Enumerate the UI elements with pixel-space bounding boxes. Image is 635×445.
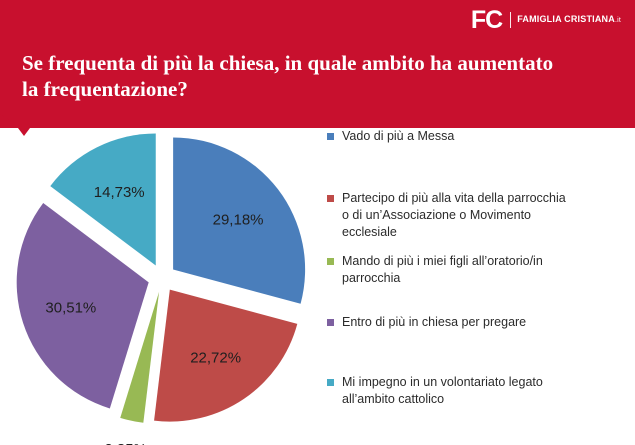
- legend-label-2: Partecipo di più alla vita della parrocc…: [342, 190, 617, 241]
- legend-swatch-2: [327, 195, 334, 202]
- logo-name-text: FAMIGLIA CRISTIANA: [517, 14, 615, 24]
- legend-label-line: o di un’Associazione o Movimento: [342, 208, 531, 222]
- legend-swatch-5: [327, 379, 334, 386]
- pie-label-2: 22,72%: [190, 349, 241, 366]
- legend-item-3: Mando di più i miei figli all’oratorio/i…: [327, 253, 617, 287]
- header-wave: [0, 100, 635, 136]
- pie-slice-2: [154, 289, 298, 422]
- logo-tld: .it: [614, 17, 621, 24]
- pie-slice-4: [16, 202, 149, 409]
- pie-slice-5: [50, 133, 156, 266]
- pie-label-5: 14,73%: [94, 184, 145, 201]
- pie-label-3: 2,85%: [104, 441, 147, 445]
- legend-label-line: ecclesiale: [342, 225, 397, 239]
- legend-label-5: Mi impegno in un volontariato legato all’…: [342, 374, 617, 408]
- pie-slice-3: [120, 291, 160, 423]
- pie-slice-1: [173, 137, 306, 304]
- legend-label-1: Vado di più a Messa: [342, 128, 617, 145]
- legend-label-line: Mi impegno in un volontariato legato: [342, 375, 543, 389]
- legend-label-3: Mando di più i miei figli all’oratorio/i…: [342, 253, 617, 287]
- chart-title: Se frequenta di più la chiesa, in quale …: [22, 50, 632, 102]
- chart-title-line-2: la frequentazione?: [22, 77, 188, 101]
- legend-swatch-1: [327, 133, 334, 140]
- legend-item-5: Mi impegno in un volontariato legato all’…: [327, 374, 617, 408]
- legend-item-4: Entro di più in chiesa per pregare: [327, 314, 617, 331]
- legend-label-line: parrocchia: [342, 271, 401, 285]
- legend-swatch-3: [327, 258, 334, 265]
- logo-divider: [510, 12, 512, 28]
- legend-item-2: Partecipo di più alla vita della parrocc…: [327, 190, 617, 241]
- logo-name: FAMIGLIA CRISTIANA.it: [517, 5, 621, 35]
- pie-label-4: 30,51%: [45, 300, 96, 317]
- brand-logo: FC FAMIGLIA CRISTIANA.it: [471, 6, 621, 34]
- chart-title-line-1: Se frequenta di più la chiesa, in quale …: [22, 51, 554, 75]
- legend-item-1: Vado di più a Messa: [327, 128, 617, 145]
- logo-mark: FC: [470, 6, 503, 34]
- legend-label-line: Partecipo di più alla vita della parrocc…: [342, 191, 566, 205]
- legend-label-line: Mando di più i miei figli all’oratorio/i…: [342, 254, 543, 268]
- legend-label-line: Entro di più in chiesa per pregare: [342, 315, 527, 329]
- legend-swatch-4: [327, 319, 334, 326]
- pie-label-1: 29,18%: [213, 212, 264, 229]
- legend-label-4: Entro di più in chiesa per pregare: [342, 314, 617, 331]
- legend-label-line: all’ambito cattolico: [342, 392, 445, 406]
- legend-label-line: Vado di più a Messa: [342, 129, 455, 143]
